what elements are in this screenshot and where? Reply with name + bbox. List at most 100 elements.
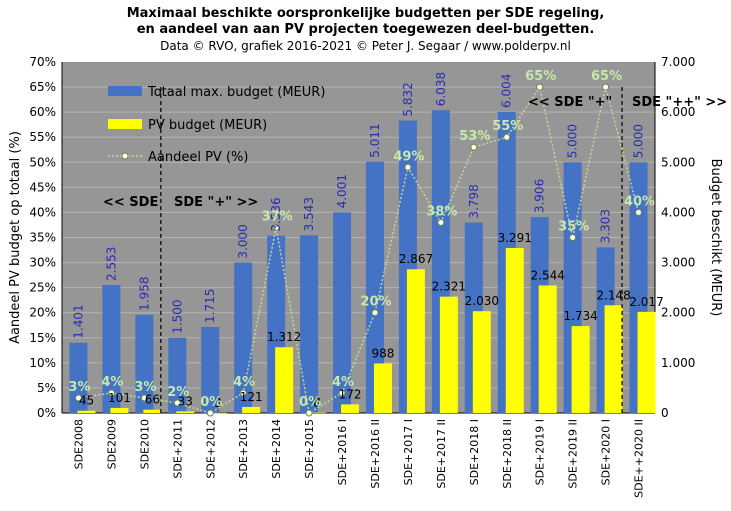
x-tick-label: SDE+2015 (303, 419, 316, 479)
x-tick-label: SDE2010 (138, 419, 151, 469)
data-label-pv: 33 (178, 394, 193, 408)
y-left-tick-label: 60% (29, 105, 56, 119)
data-label-pv: 1.312 (267, 330, 301, 344)
bar-total-budget (168, 337, 187, 413)
bar-pv-budget (472, 311, 491, 413)
data-label-pv: 2.867 (399, 252, 433, 266)
bar-total-budget (69, 342, 88, 413)
point-pv-share (338, 389, 346, 397)
data-label-total: 4.001 (335, 174, 349, 208)
bar-pv-budget (637, 311, 656, 413)
bar-total-budget (365, 161, 384, 413)
legend-label-total: Totaal max. budget (MEUR) (147, 85, 325, 100)
data-label-total: 5.000 (566, 124, 580, 158)
chart-subtitle: Data © RVO, grafiek 2016-2021 © Peter J.… (160, 39, 571, 53)
data-label-pv: 2.030 (465, 294, 499, 308)
y-right-tick-label: 7.000 (661, 55, 695, 69)
data-label-total: 1.500 (170, 299, 184, 333)
bar-total-budget (300, 235, 319, 413)
y-left-tick-label: 20% (29, 306, 56, 320)
line-pv-share (78, 85, 640, 415)
bar-pv-budget (341, 404, 360, 413)
data-label-pv: 2.017 (629, 295, 663, 309)
phase-annotation: SDE "+" >> (174, 195, 258, 210)
data-label-share: 55% (492, 119, 523, 134)
x-tick-label: SDE+2016 II (369, 419, 382, 489)
bar-pv-budget (373, 363, 392, 413)
point-pv-share (371, 309, 379, 317)
y-left-tick-label: 40% (29, 205, 56, 219)
point-pv-share (602, 83, 610, 91)
legend-label-share: Aandeel PV (%) (148, 150, 248, 165)
data-label-pv: 121 (240, 390, 263, 404)
data-label-share: 53% (459, 129, 490, 144)
bar-pv-budget (242, 406, 261, 413)
data-label-share: 0% (299, 395, 321, 410)
phase-annotation: << SDE "+" (528, 95, 612, 110)
bar-total-budget (135, 314, 154, 413)
y-left-tick-label: 55% (29, 130, 56, 144)
data-label-total: 1.715 (203, 289, 217, 323)
legend-marker-share (121, 152, 129, 160)
data-label-share: 49% (393, 149, 424, 164)
x-tick-label: SDE2008 (72, 419, 85, 469)
x-tick-label: SDE+2011 (171, 419, 184, 479)
data-label-total: 3.303 (599, 209, 613, 243)
point-pv-share (74, 394, 82, 402)
data-label-pv: 2.148 (596, 288, 630, 302)
data-label-total: 3.000 (236, 224, 250, 258)
y-left-tick-label: 30% (29, 256, 56, 270)
data-label-total: 5.000 (632, 124, 646, 158)
point-pv-share (437, 218, 445, 226)
bar-pv-budget (571, 326, 590, 413)
y-left-tick-label: 10% (29, 356, 56, 370)
x-tick-label: SDE+2019 I (534, 419, 547, 485)
x-tick-label: SDE2009 (105, 419, 118, 469)
y-left-tick-label: 0% (37, 406, 56, 420)
data-label-pv: 172 (339, 387, 362, 401)
data-label-share: 3% (68, 380, 90, 395)
data-label-total: 3.798 (467, 184, 481, 218)
bar-pv-budget (604, 305, 623, 413)
bar-pv-budget (77, 410, 96, 413)
y-right-tick-label: 2.000 (661, 306, 695, 320)
data-label-total: 3.543 (302, 197, 316, 231)
bar-pv-budget (505, 247, 524, 413)
y-left-axis-title: Aandeel PV budget op totaal (%) (8, 131, 23, 344)
x-tick-label: SDE+2018 II (501, 419, 514, 489)
data-label-total: 1.958 (137, 276, 151, 310)
x-tick-label: SDE+2019 II (567, 419, 580, 489)
data-label-share: 4% (101, 375, 123, 390)
data-label-share: 65% (591, 69, 622, 84)
x-tick-label: SDE+2017 I (402, 419, 415, 485)
x-tick-label: SDE+2018 I (468, 419, 481, 485)
data-label-share: 37% (262, 209, 293, 224)
point-pv-share (239, 389, 247, 397)
y-right-tick-label: 1.000 (661, 356, 695, 370)
phase-annotation: << SDE (103, 195, 158, 210)
y-left-tick-label: 50% (29, 155, 56, 169)
bar-pv-budget (406, 269, 425, 413)
data-label-pv: 8 (313, 396, 321, 410)
bar-pv-budget (439, 296, 458, 413)
point-pv-share (569, 234, 577, 241)
point-pv-share (140, 394, 148, 402)
data-label-pv: 66 (145, 393, 160, 407)
x-tick-label: SDE+2016 I (336, 419, 349, 485)
y-left-tick-label: 15% (29, 331, 56, 345)
bar-total-budget (234, 262, 253, 413)
point-pv-share (503, 133, 511, 141)
bar-pv-budget (209, 412, 228, 414)
data-label-share: 0% (200, 395, 222, 410)
point-pv-share (173, 399, 181, 407)
chart-title-line1: Maximaal beschikte oorspronkelijke budge… (126, 6, 605, 21)
data-label-total: 6.038 (434, 72, 448, 106)
point-pv-share (536, 83, 544, 91)
bar-total-budget (102, 284, 121, 413)
x-tick-label: SDE+2020 I (600, 419, 613, 485)
y-left-tick-label: 65% (29, 80, 56, 94)
x-tick-label: SDE+2012 (204, 419, 217, 479)
data-label-pv: 1.734 (563, 309, 597, 323)
point-pv-share (272, 223, 280, 231)
